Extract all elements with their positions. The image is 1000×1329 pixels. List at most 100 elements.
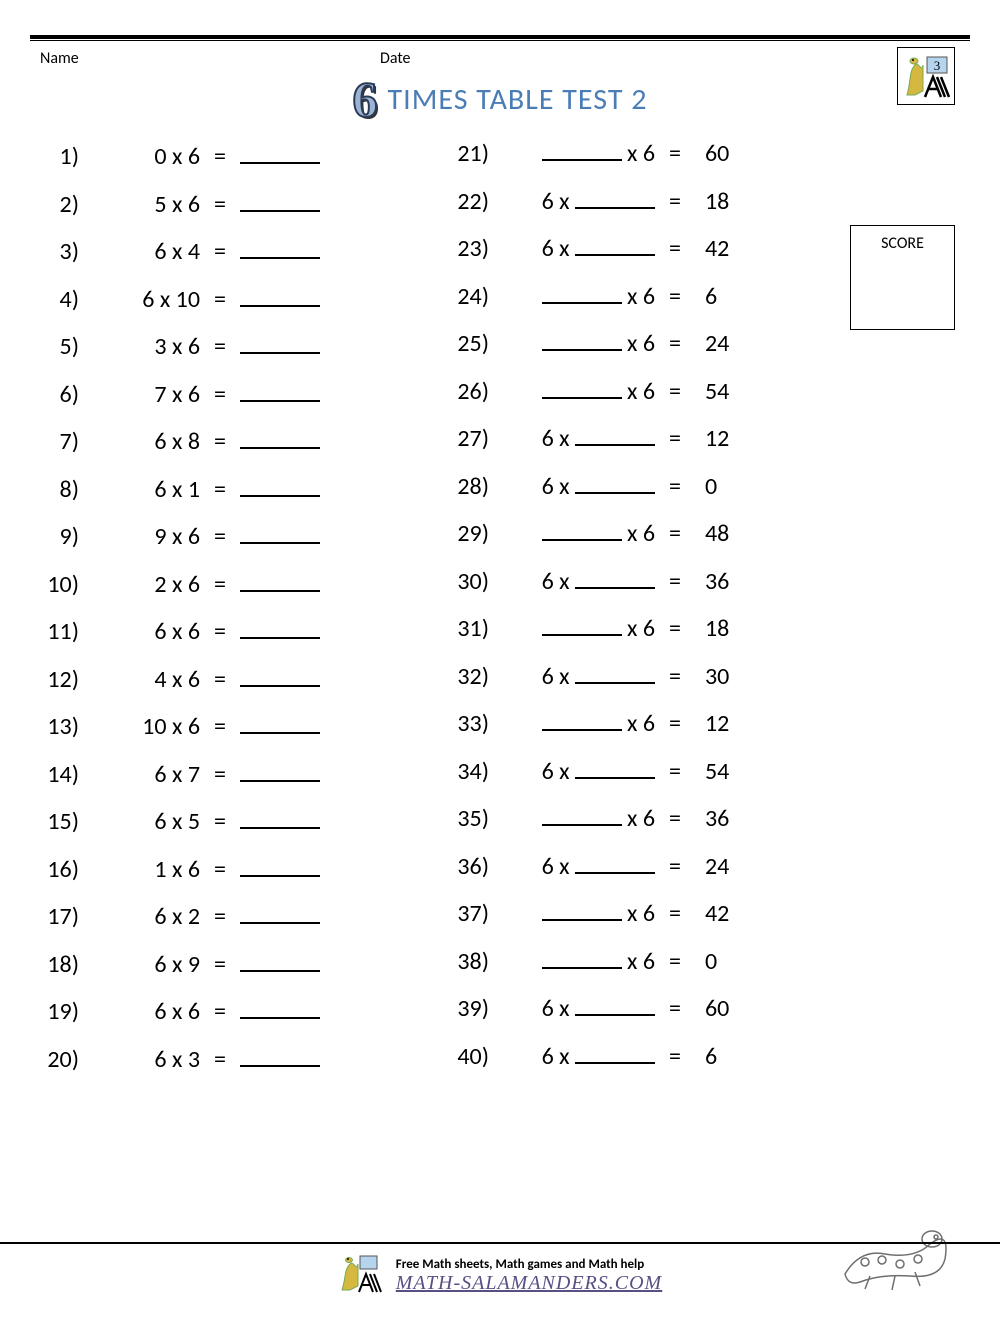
problem-number: 18): [30, 953, 85, 977]
problem-number: 6): [30, 383, 85, 407]
problem-number: 12): [30, 668, 85, 692]
answer-blank[interactable]: [240, 617, 320, 639]
answer-blank[interactable]: [575, 998, 655, 1016]
answer-blank[interactable]: [240, 997, 320, 1019]
answer-blank[interactable]: [240, 570, 320, 592]
problem-number: 27): [435, 427, 495, 451]
equals-sign: =: [655, 1045, 695, 1069]
equals-sign: =: [655, 712, 695, 736]
equals-sign: =: [200, 1048, 240, 1072]
problem-number: 16): [30, 858, 85, 882]
answer-blank[interactable]: [240, 1045, 320, 1067]
equals-sign: =: [200, 145, 240, 169]
equals-sign: =: [655, 380, 695, 404]
answer-blank[interactable]: [240, 760, 320, 782]
answer-blank[interactable]: [575, 238, 655, 256]
answer-blank[interactable]: [542, 618, 622, 636]
equals-sign: =: [655, 522, 695, 546]
answer-blank[interactable]: [575, 666, 655, 684]
equals-sign: =: [200, 763, 240, 787]
equals-sign: =: [200, 525, 240, 549]
problem-result: 36: [695, 570, 745, 594]
problem-row: 25) x 6=24: [435, 332, 835, 380]
problem-number: 28): [435, 475, 495, 499]
problem-expression: 6 x: [495, 760, 655, 784]
problem-number: 39): [435, 997, 495, 1021]
problem-row: 1)0 x 6=: [30, 142, 380, 190]
problem-number: 5): [30, 335, 85, 359]
answer-blank[interactable]: [542, 143, 622, 161]
answer-blank[interactable]: [542, 903, 622, 921]
answer-blank[interactable]: [240, 237, 320, 259]
problem-expression: 6 x: [495, 1045, 655, 1069]
answer-blank[interactable]: [542, 523, 622, 541]
answer-blank[interactable]: [542, 713, 622, 731]
problem-expression: 6 x: [495, 237, 655, 261]
problem-result: 18: [695, 617, 745, 641]
problem-row: 5)3 x 6=: [30, 332, 380, 380]
answer-blank[interactable]: [240, 855, 320, 877]
answer-blank[interactable]: [542, 381, 622, 399]
problem-result: 12: [695, 427, 745, 451]
problem-number: 3): [30, 240, 85, 264]
answer-blank[interactable]: [575, 571, 655, 589]
answer-blank[interactable]: [240, 665, 320, 687]
problem-row: 28)6 x =0: [435, 475, 835, 523]
answer-blank[interactable]: [575, 428, 655, 446]
answer-blank[interactable]: [542, 286, 622, 304]
answer-blank[interactable]: [240, 332, 320, 354]
answer-blank[interactable]: [542, 951, 622, 969]
equals-sign: =: [655, 570, 695, 594]
problem-row: 33) x 6=12: [435, 712, 835, 760]
problem-number: 40): [435, 1045, 495, 1069]
answer-blank[interactable]: [240, 190, 320, 212]
problem-row: 18)6 x 9=: [30, 950, 380, 998]
problem-expression: 6 x 1: [85, 478, 200, 502]
answer-blank[interactable]: [240, 807, 320, 829]
problem-row: 13)10 x 6=: [30, 712, 380, 760]
problem-row: 3)6 x 4=: [30, 237, 380, 285]
answer-blank[interactable]: [240, 902, 320, 924]
problem-expression: 6 x: [495, 855, 655, 879]
problem-number: 38): [435, 950, 495, 974]
answer-blank[interactable]: [240, 712, 320, 734]
problem-row: 12)4 x 6=: [30, 665, 380, 713]
problem-expression: 3 x 6: [85, 335, 200, 359]
problem-number: 19): [30, 1000, 85, 1024]
footer-site: MATH-SALAMANDERS.COM: [396, 1272, 662, 1295]
problem-row: 7)6 x 8=: [30, 427, 380, 475]
problem-number: 2): [30, 193, 85, 217]
answer-blank[interactable]: [240, 427, 320, 449]
answer-blank[interactable]: [240, 950, 320, 972]
problem-row: 19)6 x 6=: [30, 997, 380, 1045]
problem-row: 20)6 x 3=: [30, 1045, 380, 1093]
answer-blank[interactable]: [575, 856, 655, 874]
answer-blank[interactable]: [240, 475, 320, 497]
problem-number: 14): [30, 763, 85, 787]
problem-row: 2)5 x 6=: [30, 190, 380, 238]
date-label: Date: [380, 49, 411, 68]
answer-blank[interactable]: [240, 142, 320, 164]
problem-expression: 6 x 2: [85, 905, 200, 929]
answer-blank[interactable]: [542, 808, 622, 826]
worksheet-title: TIMES TABLE TEST 2: [388, 81, 648, 118]
problem-result: 54: [695, 760, 745, 784]
problem-result: 60: [695, 997, 745, 1021]
problem-row: 16)1 x 6=: [30, 855, 380, 903]
answer-blank[interactable]: [542, 333, 622, 351]
answer-blank[interactable]: [240, 522, 320, 544]
answer-blank[interactable]: [575, 1046, 655, 1064]
problem-result: 6: [695, 1045, 745, 1069]
answer-blank[interactable]: [240, 285, 320, 307]
problem-number: 21): [435, 142, 495, 166]
answer-blank[interactable]: [575, 476, 655, 494]
footer-text-block: Free Math sheets, Math games and Math he…: [396, 1257, 662, 1295]
problem-expression: x 6: [495, 522, 655, 546]
problem-row: 31) x 6=18: [435, 617, 835, 665]
answer-blank[interactable]: [575, 191, 655, 209]
problem-result: 60: [695, 142, 745, 166]
answer-blank[interactable]: [575, 761, 655, 779]
grade-logo: 3: [897, 47, 955, 105]
answer-blank[interactable]: [240, 380, 320, 402]
header: Name Date 3: [0, 41, 1000, 68]
